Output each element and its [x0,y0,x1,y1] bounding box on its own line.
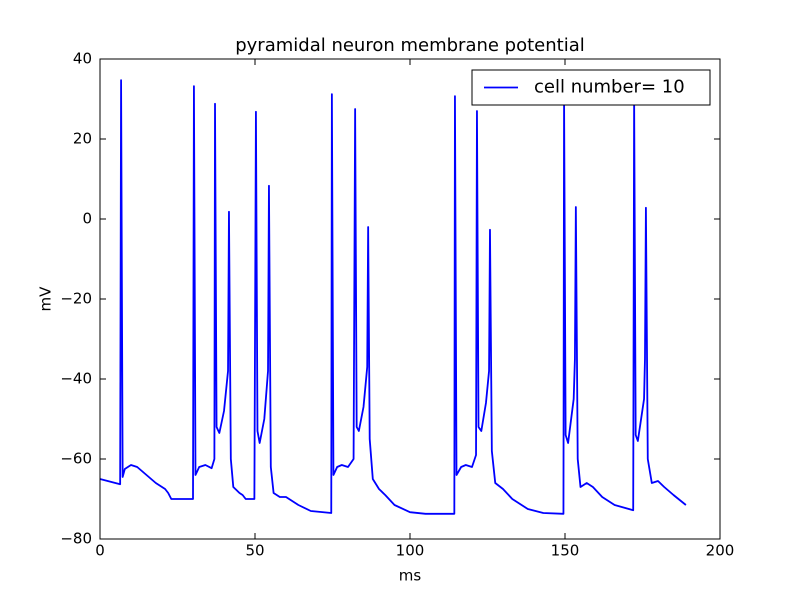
y-tick-label: 0 [82,210,92,228]
x-axis-label: ms [399,567,422,585]
data-line [99,79,687,515]
y-tick-label: −80 [60,530,92,548]
x-tick-label: 150 [551,542,580,560]
x-tick-label: 100 [396,542,425,560]
y-tick-label: 40 [73,50,92,68]
x-tick-label: 0 [95,542,105,560]
y-tick-label: −40 [60,370,92,388]
y-tick-label: −20 [60,290,92,308]
y-tick-label: −60 [60,450,92,468]
legend-label: cell number= 10 [534,77,685,98]
y-axis-label: mV [37,286,55,312]
x-tick-label: 50 [245,542,264,560]
y-tick-label: 20 [73,130,92,148]
x-tick-label: 200 [706,542,735,560]
chart-title: pyramidal neuron membrane potential [235,35,585,56]
